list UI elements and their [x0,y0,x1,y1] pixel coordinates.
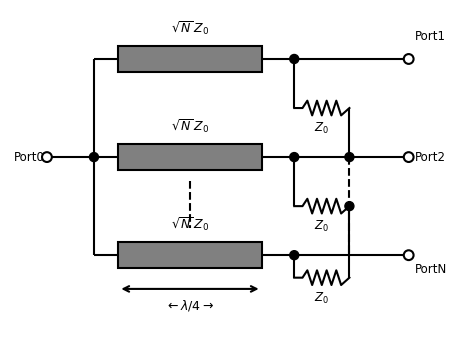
Circle shape [345,202,354,211]
Text: $Z_0$: $Z_0$ [314,219,329,234]
Text: Port1: Port1 [415,30,446,43]
Circle shape [90,152,99,162]
Text: $\sqrt{N}\,Z_0$: $\sqrt{N}\,Z_0$ [171,117,209,135]
Text: $\leftarrow \lambda/4 \rightarrow$: $\leftarrow \lambda/4 \rightarrow$ [165,298,215,313]
FancyBboxPatch shape [118,242,262,269]
Text: $\sqrt{N}\,Z_0$: $\sqrt{N}\,Z_0$ [171,19,209,37]
Circle shape [404,152,414,162]
FancyBboxPatch shape [118,46,262,72]
Circle shape [404,250,414,260]
Circle shape [42,152,52,162]
Circle shape [290,152,299,162]
Text: $Z_0$: $Z_0$ [314,291,329,306]
Text: Port2: Port2 [415,151,446,163]
Circle shape [345,152,354,162]
Text: Port0: Port0 [14,151,45,163]
Circle shape [290,54,299,64]
Text: $\sqrt{N}\,Z_0$: $\sqrt{N}\,Z_0$ [171,215,209,233]
Text: $Z_0$: $Z_0$ [314,121,329,136]
Text: PortN: PortN [415,263,447,276]
Circle shape [290,251,299,260]
FancyBboxPatch shape [118,144,262,170]
Circle shape [404,54,414,64]
